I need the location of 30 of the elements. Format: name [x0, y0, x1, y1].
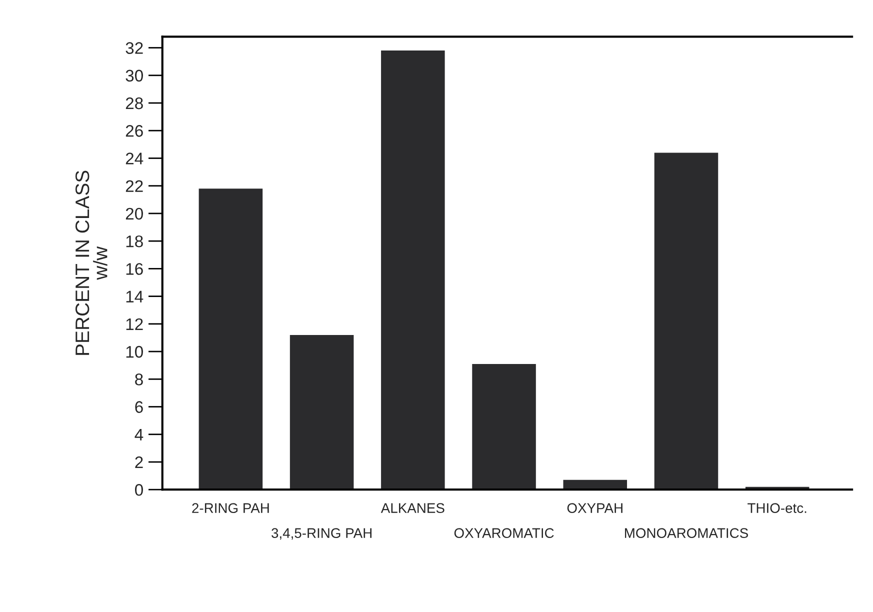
y-axis-title: PERCENT IN CLASS w/w: [75, 170, 108, 355]
y-tick-label: 24: [126, 152, 144, 164]
y-tick-label: 16: [126, 263, 143, 275]
y-tick-label: 12: [126, 318, 143, 330]
bar: [472, 364, 536, 490]
y-tick-label: 14: [126, 290, 144, 302]
y-tick-label: 30: [126, 70, 143, 82]
y-tick-label: 2: [135, 456, 143, 468]
y-tick-label: 22: [126, 180, 143, 192]
y-tick-label: 6: [135, 401, 143, 413]
y-tick-label: 20: [126, 208, 143, 220]
bar: [290, 334, 354, 490]
y-tick-label: 0: [135, 484, 143, 496]
bar: [654, 152, 718, 490]
y-tick-label: 26: [126, 125, 143, 137]
x-tick-label: OXYPAH: [567, 503, 622, 513]
y-tick-label: 18: [126, 235, 143, 248]
x-tick-label: MONOAROMATICS: [625, 528, 748, 538]
x-tick-label: 3,4,5-RING PAH: [272, 528, 372, 540]
x-tick-label: OXYAROMATIC: [454, 528, 554, 538]
y-tick-label: 28: [126, 97, 143, 110]
bar: [381, 50, 445, 490]
bar: [198, 188, 263, 490]
y-tick-label: 10: [126, 346, 143, 358]
y-tick-label: 4: [134, 428, 144, 440]
x-tick-label: 2-RING PAH: [192, 503, 269, 513]
y-tick-label: 8: [135, 374, 143, 386]
y-tick-label: 32: [126, 42, 143, 54]
x-tick-label: ALKANES: [380, 503, 444, 513]
x-tick-label: THIO-etc.: [748, 503, 806, 513]
